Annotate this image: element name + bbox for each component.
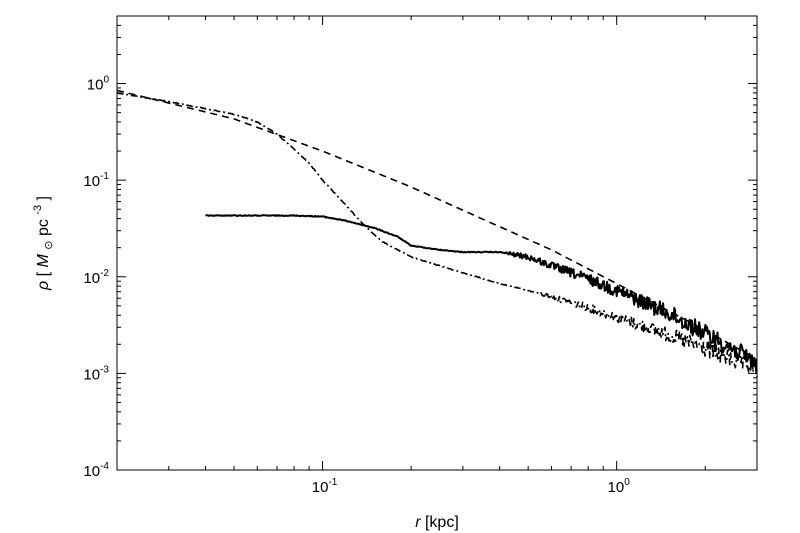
plot-frame [116, 15, 758, 471]
x-tick-label: 10-1 [312, 477, 338, 496]
x-tick-label: 100 [608, 477, 631, 496]
tick-marks [116, 15, 758, 471]
y-axis-label: ρ [ M ⊙ pc -3 ] [28, 196, 56, 291]
y-tick-label: 10-4 [83, 461, 109, 480]
series-dash-dot-line [116, 92, 758, 378]
y-tick-label: 100 [87, 75, 110, 94]
series-solid-line [205, 214, 758, 371]
x-axis-label: r [kpc] [415, 514, 459, 531]
y-tick-label: 10-1 [83, 171, 109, 190]
y-tick-label: 10-3 [83, 364, 109, 383]
y-tick-label: 10-2 [83, 268, 109, 287]
data-series [116, 89, 758, 378]
tick-labels: 10-4 10-3 10-2 10-1 100 10-1 100 [83, 75, 630, 496]
series-dashed-line [116, 89, 758, 360]
